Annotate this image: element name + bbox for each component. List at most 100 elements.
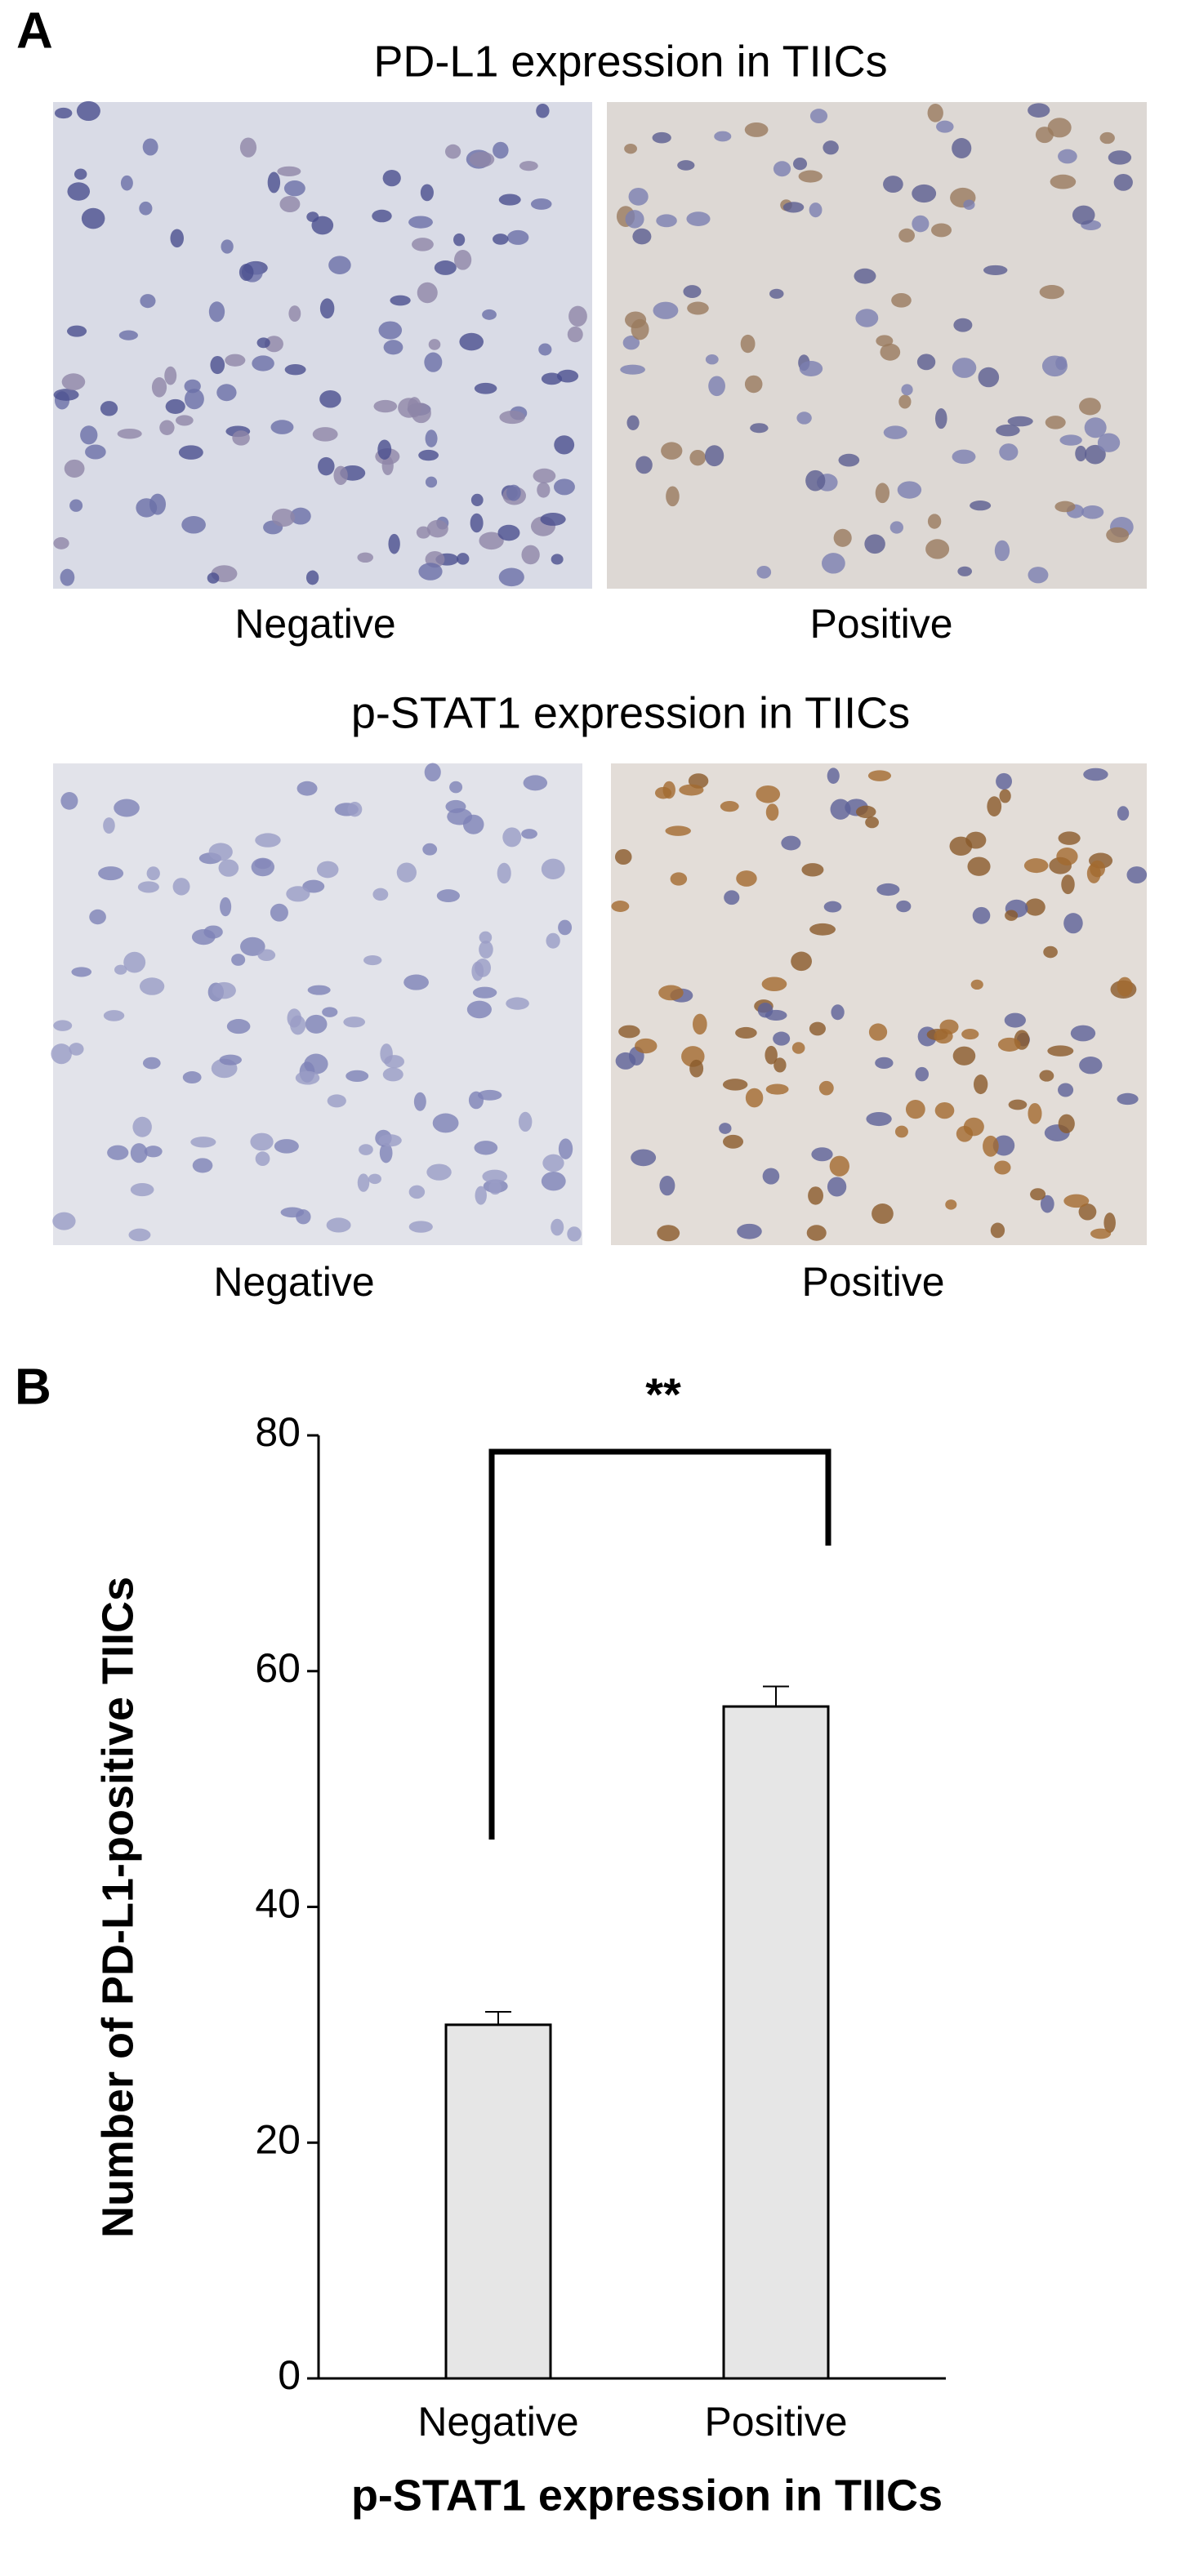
nucleus — [422, 843, 438, 856]
nucleus — [114, 799, 140, 817]
nucleus — [412, 238, 434, 251]
nucleus — [541, 372, 563, 385]
x-tick-label: Negative — [417, 2399, 578, 2445]
nucleus — [546, 932, 560, 949]
nucleus — [408, 216, 433, 229]
nucleus — [472, 986, 497, 999]
nucleus — [796, 412, 812, 425]
nucleus — [542, 1154, 564, 1172]
nucleus — [416, 526, 430, 539]
nucleus — [286, 886, 310, 902]
nucleus — [773, 161, 791, 177]
nucleus — [311, 216, 334, 235]
nucleus — [149, 493, 167, 515]
nucleus — [952, 1046, 976, 1066]
nucleus — [631, 318, 649, 340]
nucleus — [218, 859, 239, 877]
nucleus — [556, 369, 579, 383]
nucleus — [628, 187, 649, 206]
nucleus — [347, 802, 363, 817]
nucleus — [118, 330, 138, 340]
nucleus — [765, 1009, 787, 1021]
nucleus — [1063, 1194, 1090, 1208]
nucleus — [714, 131, 732, 142]
nucleus — [936, 120, 954, 133]
nucleus — [740, 334, 756, 354]
nucleus — [631, 1149, 657, 1167]
nucleus — [1041, 355, 1068, 377]
nucleus — [987, 796, 1002, 816]
nucleus — [625, 210, 644, 229]
nucleus — [635, 1038, 658, 1054]
nucleus — [479, 931, 493, 944]
nucleus — [326, 1217, 351, 1233]
nucleus — [624, 143, 637, 154]
nucleus — [1117, 806, 1130, 821]
nucleus — [558, 1138, 573, 1159]
nucleus — [304, 1053, 328, 1074]
nucleus — [811, 1147, 833, 1162]
nucleus — [905, 1099, 925, 1119]
nucleus — [142, 138, 158, 156]
nucleus — [1078, 1203, 1097, 1221]
nucleus — [521, 545, 540, 565]
nucleus — [1058, 149, 1077, 164]
nucleus — [774, 1057, 787, 1073]
nucleus — [898, 394, 912, 409]
nucleus — [474, 382, 497, 394]
nucleus — [927, 514, 942, 529]
nucleus — [654, 786, 672, 799]
nucleus — [425, 429, 438, 447]
nucleus — [287, 1008, 302, 1028]
nucleus — [76, 100, 100, 122]
nucleus — [436, 889, 460, 903]
nucleus — [659, 1175, 675, 1196]
micrograph — [611, 763, 1147, 1245]
nucleus — [864, 534, 885, 554]
nucleus — [184, 389, 204, 410]
nucleus — [283, 180, 305, 197]
nucleus — [705, 445, 724, 467]
nucleus — [999, 789, 1011, 803]
nucleus — [80, 425, 98, 445]
nucleus — [69, 499, 83, 512]
nucleus — [1058, 1114, 1075, 1134]
nucleus — [1047, 1045, 1074, 1057]
nucleus — [142, 1057, 161, 1070]
nucleus — [479, 941, 493, 959]
nucleus — [296, 781, 318, 796]
nucleus — [622, 336, 640, 350]
nucleus — [103, 817, 115, 834]
nucleus — [689, 1059, 704, 1078]
nucleus — [255, 833, 281, 848]
nucleus — [1063, 913, 1083, 934]
nucleus — [139, 201, 153, 216]
nucleus — [912, 184, 937, 203]
nucleus — [992, 1135, 1015, 1156]
nucleus — [449, 781, 463, 794]
nucleus — [390, 295, 411, 306]
nucleus — [333, 465, 348, 485]
nucleus — [175, 415, 194, 426]
nucleus — [737, 1223, 762, 1239]
significance-bracket — [488, 1448, 831, 1840]
nucleus — [123, 951, 146, 973]
nucleus — [257, 949, 276, 962]
nucleus — [252, 355, 274, 371]
nucleus — [1028, 1102, 1042, 1124]
nucleus — [1103, 1212, 1116, 1233]
nucleus — [130, 1183, 154, 1197]
nucleus — [182, 1071, 202, 1084]
nucleus — [994, 540, 1010, 562]
nucleus — [192, 1158, 213, 1173]
nucleus — [686, 211, 711, 226]
x-axis-title: p-STAT1 expression in TIICs — [351, 2471, 943, 2520]
bar — [722, 1705, 830, 2380]
nucleus — [541, 858, 565, 880]
nucleus — [952, 138, 972, 158]
nucleus — [388, 533, 400, 554]
nucleus — [181, 516, 206, 534]
nucleus — [865, 816, 879, 829]
nucleus — [128, 1228, 151, 1242]
nucleus — [316, 861, 339, 879]
